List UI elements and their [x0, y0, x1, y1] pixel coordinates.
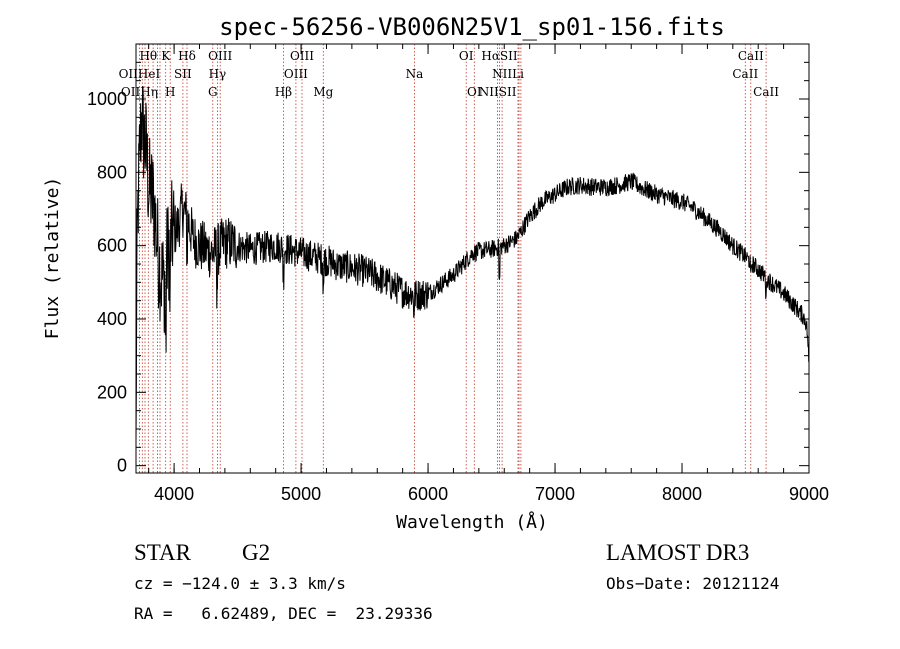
line-label: H [165, 85, 175, 99]
x-tick-label: 8000 [662, 484, 702, 504]
x-tick-label: 5000 [281, 484, 321, 504]
line-label: CaII [732, 67, 758, 81]
line-label: Hδ [178, 49, 196, 63]
line-label: CaII [753, 85, 779, 99]
coordinates: RA = 6.62489, DEC = 23.29336 [134, 604, 433, 623]
x-tick-label: 7000 [535, 484, 575, 504]
x-axis-label: Wavelength (Å) [396, 511, 548, 533]
line-label: NIISII [479, 85, 517, 99]
x-tick-label: 4000 [154, 484, 194, 504]
line-label: Hγ [209, 67, 227, 81]
y-tick-label: 800 [97, 162, 127, 182]
spectrum-line [135, 85, 810, 442]
survey-name: LAMOST DR3 [606, 540, 750, 565]
object-subclass: G2 [242, 540, 271, 565]
y-axis: 0 200 400 600 800 1000 [87, 61, 809, 476]
line-label: Mg [313, 85, 333, 99]
x-tick-label: 9000 [789, 484, 829, 504]
line-label: NII [492, 67, 512, 81]
y-tick-label: 600 [97, 236, 127, 256]
line-label: OIIHη [121, 85, 158, 99]
x-axis: 4000 5000 6000 7000 8000 9000 [148, 44, 829, 504]
x-tick-label: 6000 [408, 484, 448, 504]
line-label: OIIHeI [119, 67, 161, 81]
line-label: Hθ [139, 49, 157, 63]
y-tick-label: 400 [97, 309, 127, 329]
line-label: SII [174, 67, 192, 81]
line-label: OIII [290, 49, 314, 63]
line-label: OIII [208, 49, 232, 63]
y-tick-label: 200 [97, 382, 127, 402]
obs-date: Obs−Date: 20121124 [606, 574, 780, 593]
y-tick-label: 1000 [87, 89, 127, 109]
line-label: Li [512, 67, 524, 81]
line-label: HαSII [481, 49, 518, 63]
line-label: CaII [738, 49, 764, 63]
line-label: OI [467, 85, 482, 99]
line-label: OI [459, 49, 474, 63]
line-label: Na [406, 67, 424, 81]
line-labels: Hθ K Hδ OIII OIII OI HαSII CaII OIIHeI SII Hγ OIII N… [119, 49, 780, 99]
line-label: Hβ [275, 85, 292, 99]
plot-frame [135, 43, 810, 474]
line-label: OIII [284, 67, 308, 81]
line-label: G [208, 85, 218, 99]
object-class: STAR [134, 540, 191, 565]
line-label: K [161, 49, 171, 63]
redshift-cz: cz = −124.0 ± 3.3 km/s [134, 574, 346, 593]
y-axis-label: Flux (relative) [42, 177, 63, 340]
y-tick-label: 0 [117, 456, 127, 476]
chart-title: spec-56256-VB006N25V1_sp01-156.fits [219, 13, 725, 41]
